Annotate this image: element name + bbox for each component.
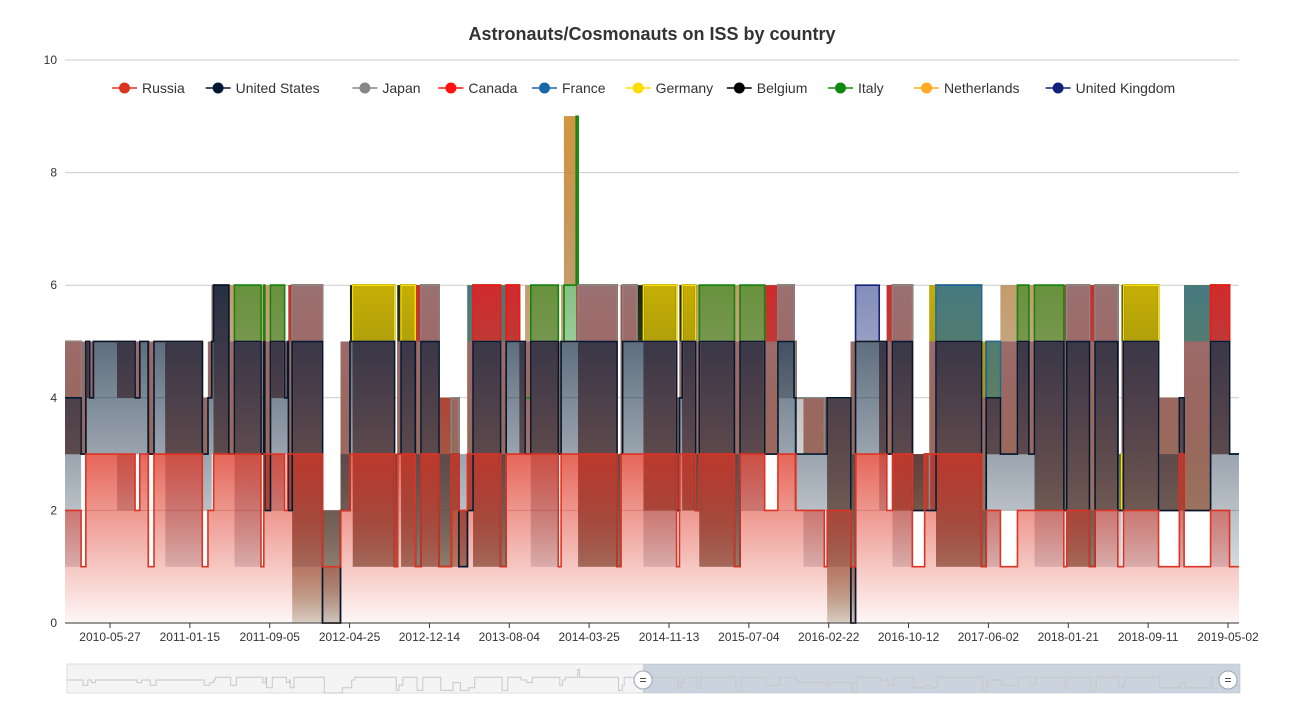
x-tick-label: 2015-07-04 [718,630,780,644]
legend-item-japan[interactable]: Japan [352,80,421,96]
legend-marker-icon [119,82,130,94]
x-tick-label: 2011-01-15 [160,630,221,644]
legend-item-belgium[interactable]: Belgium [726,80,808,96]
legend-label: Belgium [757,80,808,96]
zoom-handle-circle[interactable] [1218,670,1238,690]
legend-item-netherlands[interactable]: Netherlands [914,80,1020,96]
zoom-handle-icon: = [639,673,646,687]
x-tick-label: 2011-09-05 [239,630,300,644]
series-area-russia [65,454,1239,623]
chart-title: Astronauts/Cosmonauts on ISS by country [468,24,835,44]
x-tick-label: 2010-05-27 [79,630,141,644]
x-tick-label: 2016-10-12 [878,630,940,644]
legend-label: France [562,80,606,96]
legend-item-italy[interactable]: Italy [828,80,884,96]
series-line-russia [65,453,1239,568]
legend-marker-icon [359,82,371,94]
legend-marker-icon [835,82,846,94]
legend-item-france[interactable]: France [532,80,606,96]
zoom-end-handle[interactable]: = [1218,670,1238,690]
legend-marker-icon [539,82,550,94]
y-tick-label: 4 [50,391,57,405]
legend-label: United Kingdom [1076,80,1176,96]
legend-marker-icon [1052,82,1064,94]
x-tick-label: 2018-01-21 [1038,630,1100,644]
x-tick-label: 2012-04-25 [319,630,381,644]
legend-marker-icon [632,82,644,94]
y-tick-label: 6 [50,278,57,292]
legend-item-united-states[interactable]: United States [205,80,320,96]
legend-marker-icon [733,82,745,94]
x-tick-label: 2014-11-13 [639,630,700,644]
zoom-handle-icon: = [1224,673,1231,687]
series-layer [65,115,1239,624]
legend-marker-icon [921,82,932,94]
legend-marker-icon [212,82,224,94]
legend-label: United States [236,80,320,96]
legend-item-russia[interactable]: Russia [112,80,185,96]
zoom-preview [67,669,1240,694]
data-zoom-slider[interactable]: = = [66,663,1241,694]
legend-marker-icon [445,82,457,94]
y-tick-label: 0 [50,616,57,630]
y-tick-label: 2 [50,503,57,517]
x-tick-label: 2012-12-14 [399,630,461,644]
legend-label: Canada [468,80,517,96]
legend-label: Italy [858,80,884,96]
axis-layer: 0 2 4 6 8 10 2010-05-27 2011-01-15 2011-09-05 201… [44,53,1259,644]
x-tick-label: 2017-06-02 [958,630,1020,644]
x-tick-label: 2014-03-25 [558,630,620,644]
y-tick-label: 10 [44,53,58,67]
legend-item-germany[interactable]: Germany [625,80,714,96]
x-tick-label: 2019-05-02 [1197,630,1259,644]
x-tick-label: 2018-09-11 [1118,630,1179,644]
zoom-handle-circle[interactable] [633,670,653,690]
legend-item-canada[interactable]: Canada [438,80,518,96]
legend-label: Netherlands [944,80,1020,96]
x-tick-label: 2016-02-22 [798,630,860,644]
legend-item-united-kingdom[interactable]: United Kingdom [1045,80,1176,96]
y-tick-label: 8 [50,166,57,180]
legend-label: Japan [382,80,420,96]
zoom-selection[interactable] [643,664,1240,693]
legend-label: Germany [656,80,714,96]
zoom-start-handle[interactable]: = [633,670,653,690]
legend-label: Russia [142,80,185,96]
legend: Russia United States Japan Canada France Germ… [112,80,1175,96]
x-tick-label: 2013-08-04 [479,630,541,644]
